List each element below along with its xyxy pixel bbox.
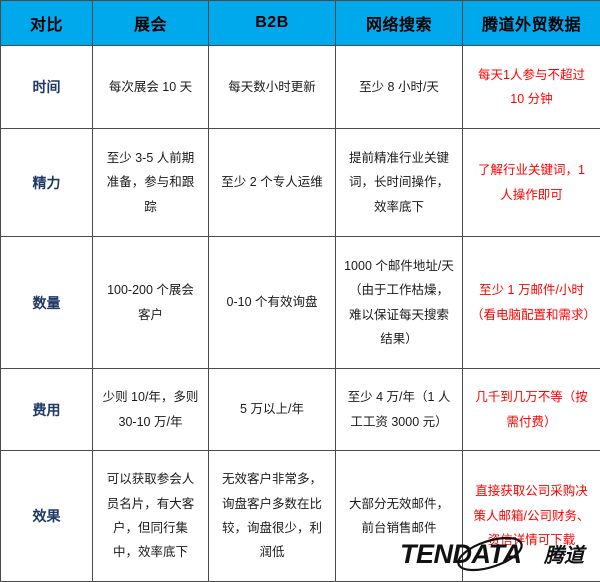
row-label-effort: 精力	[1, 129, 93, 237]
cell-time-websearch: 至少 8 小时/天	[336, 46, 463, 129]
row-label-volume: 数量	[1, 237, 93, 369]
header-cell-websearch: 网络搜索	[336, 1, 463, 46]
cell-time-tendata: 每天1人参与不超过 10 分钟	[463, 46, 600, 129]
cell-volume-b2b: 0-10 个有效询盘	[209, 237, 336, 369]
table-row: 时间 每次展会 10 天 每天数小时更新 至少 8 小时/天 每天1人参与不超过…	[1, 46, 600, 129]
cell-volume-expo: 100-200 个展会客户	[93, 237, 209, 369]
header-cell-expo: 展会	[93, 1, 209, 46]
cell-cost-expo: 少则 10/年，多则 30-10 万/年	[93, 369, 209, 451]
cell-volume-tendata: 至少 1 万邮件/小时（看电脑配置和需求）	[463, 237, 600, 369]
cell-cost-tendata: 几千到几万不等（按需付费）	[463, 369, 600, 451]
table-row: 效果 可以获取参会人员名片，有大客户，但同行集中，效率底下 无效客户非常多，询盘…	[1, 451, 600, 582]
table-body: 时间 每次展会 10 天 每天数小时更新 至少 8 小时/天 每天1人参与不超过…	[1, 46, 600, 582]
table-header: 对比 展会 B2B 网络搜索 腾道外贸数据	[1, 1, 600, 46]
cell-time-expo: 每次展会 10 天	[93, 46, 209, 129]
row-label-cost: 费用	[1, 369, 93, 451]
table-row: 精力 至少 3-5 人前期准备，参与和跟踪 至少 2 个专人运维 提前精准行业关…	[1, 129, 600, 237]
cell-result-b2b: 无效客户非常多，询盘客户多数在比较，询盘很少，利润低	[209, 451, 336, 582]
cell-volume-websearch: 1000 个邮件地址/天（由于工作枯燥，难以保证每天搜索结果）	[336, 237, 463, 369]
header-cell-b2b: B2B	[209, 1, 336, 46]
row-label-result: 效果	[1, 451, 93, 582]
cell-result-websearch: 大部分无效邮件，前台销售邮件	[336, 451, 463, 582]
cell-effort-websearch: 提前精准行业关键词，长时间操作，效率底下	[336, 129, 463, 237]
cell-effort-expo: 至少 3-5 人前期准备，参与和跟踪	[93, 129, 209, 237]
header-cell-tendata: 腾道外贸数据	[463, 1, 600, 46]
header-row: 对比 展会 B2B 网络搜索 腾道外贸数据	[1, 1, 600, 46]
cell-cost-b2b: 5 万以上/年	[209, 369, 336, 451]
header-cell-compare: 对比	[1, 1, 93, 46]
table-row: 数量 100-200 个展会客户 0-10 个有效询盘 1000 个邮件地址/天…	[1, 237, 600, 369]
cell-time-b2b: 每天数小时更新	[209, 46, 336, 129]
cell-effort-tendata: 了解行业关键词，1 人操作即可	[463, 129, 600, 237]
row-label-time: 时间	[1, 46, 93, 129]
table-row: 费用 少则 10/年，多则 30-10 万/年 5 万以上/年 至少 4 万/年…	[1, 369, 600, 451]
cell-result-expo: 可以获取参会人员名片，有大客户，但同行集中，效率底下	[93, 451, 209, 582]
cell-cost-websearch: 至少 4 万/年（1 人工工资 3000 元）	[336, 369, 463, 451]
cell-result-tendata: 直接获取公司采购决策人邮箱/公司财务、资信详情可下载	[463, 451, 600, 582]
cell-effort-b2b: 至少 2 个专人运维	[209, 129, 336, 237]
